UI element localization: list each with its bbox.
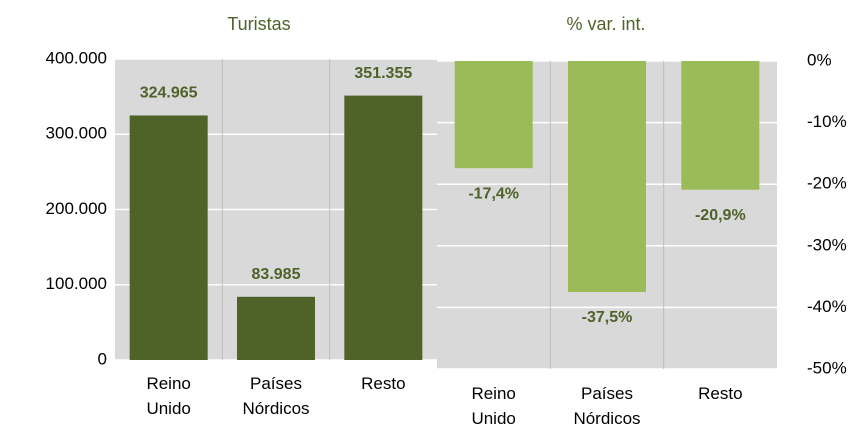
y-tick-label: 0 bbox=[98, 349, 107, 368]
bar bbox=[454, 61, 533, 169]
x-tick-label: Reino Unido bbox=[471, 384, 515, 428]
x-tick-label-line: Países bbox=[250, 374, 302, 393]
y-tick-label: 300.000 bbox=[46, 124, 107, 143]
value-label: -37,5% bbox=[582, 309, 633, 326]
y2-tick-label: -50% bbox=[807, 358, 847, 377]
x-tick-label-line: Unido bbox=[471, 409, 515, 428]
chart-title: Turistas bbox=[227, 14, 290, 34]
value-label: -17,4% bbox=[468, 185, 519, 202]
x-tick-label-line: Resto bbox=[698, 384, 742, 403]
value-label: 324.965 bbox=[140, 85, 198, 102]
x-tick-label-line: Nórdicos bbox=[573, 409, 640, 428]
x-tick-label: Resto bbox=[361, 374, 405, 393]
x-tick-label: Resto bbox=[698, 384, 742, 403]
x-tick-label: Países Nórdicos bbox=[242, 374, 309, 418]
y2-tick-label: -30% bbox=[807, 235, 847, 254]
x-tick-label-line: Resto bbox=[361, 374, 405, 393]
y-tick-label: 200.000 bbox=[46, 199, 107, 218]
bar bbox=[129, 115, 208, 360]
bar bbox=[681, 61, 760, 190]
x-tick-label-line: Reino bbox=[146, 374, 190, 393]
y-tick-label: 100.000 bbox=[46, 274, 107, 293]
x-tick-label-line: Unido bbox=[146, 399, 190, 418]
bar bbox=[237, 296, 315, 360]
x-tick-label: Países Nórdicos bbox=[573, 384, 640, 428]
y2-tick-label: -10% bbox=[807, 112, 847, 131]
x-tick-label-line: Reino bbox=[471, 384, 515, 403]
bar bbox=[344, 95, 423, 361]
y2-tick-label: -40% bbox=[807, 297, 847, 316]
y2-tick-label: 0% bbox=[807, 50, 832, 69]
y-tick-label: 400.000 bbox=[46, 48, 107, 67]
chart-title: % var. int. bbox=[566, 14, 645, 34]
x-tick-label: Reino Unido bbox=[146, 374, 190, 418]
value-label: -20,9% bbox=[695, 207, 746, 224]
x-tick-label-line: Países bbox=[581, 384, 633, 403]
y2-tick-label: -20% bbox=[807, 174, 847, 193]
x-tick-label-line: Nórdicos bbox=[242, 399, 309, 418]
value-label: 83.985 bbox=[252, 266, 301, 283]
value-label: 351.355 bbox=[354, 65, 412, 82]
bar bbox=[568, 61, 646, 292]
